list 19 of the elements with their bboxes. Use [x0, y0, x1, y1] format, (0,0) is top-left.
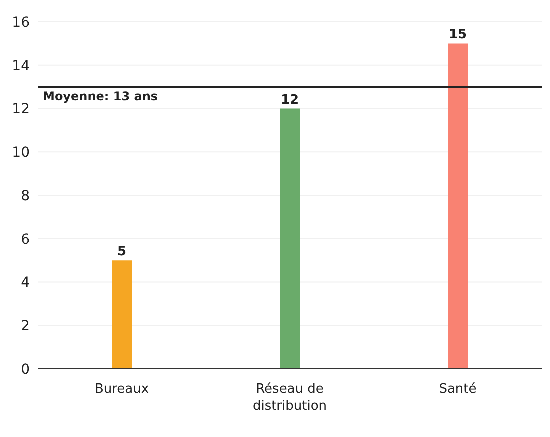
y-tick-label: 14 — [12, 58, 30, 74]
y-tick-label: 0 — [21, 362, 30, 378]
x-tick-label: Santé — [439, 382, 477, 397]
y-tick-label: 12 — [12, 102, 30, 118]
bar — [280, 108, 300, 369]
y-tick-label: 10 — [12, 145, 30, 162]
y-tick-label: 16 — [12, 14, 30, 31]
bar — [448, 44, 468, 369]
x-tick-label: Réseau de distribution — [252, 382, 328, 414]
y-tick-label: 4 — [21, 275, 30, 292]
data-label: 15 — [448, 28, 468, 43]
data-label: 12 — [280, 92, 300, 108]
data-label: 5 — [117, 244, 127, 260]
bar — [112, 260, 132, 369]
y-tick-label: 6 — [21, 232, 30, 248]
x-tick-label: Bureaux — [94, 382, 150, 397]
y-tick-label: 8 — [21, 188, 30, 204]
y-tick-label: 2 — [21, 318, 30, 335]
ref-line-label: Moyenne: 13 ans — [43, 90, 158, 104]
